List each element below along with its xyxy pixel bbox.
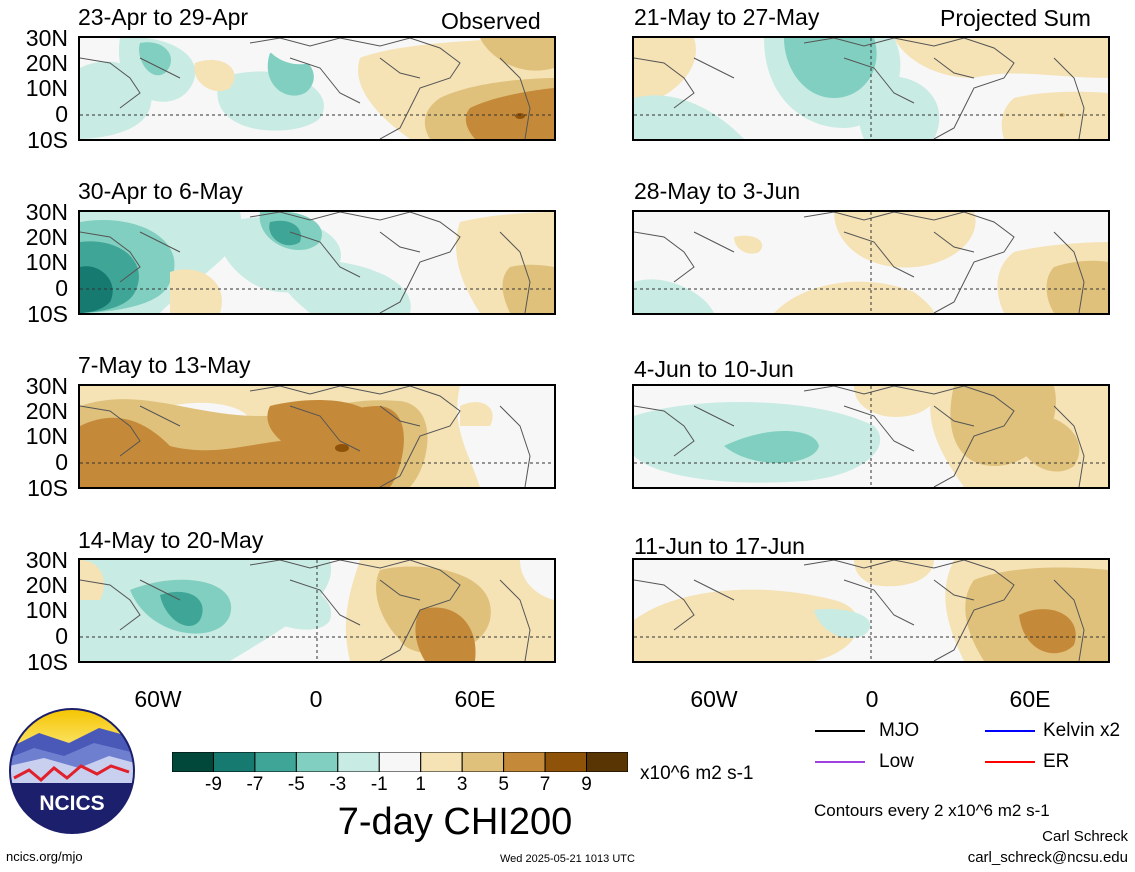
colorbar-tick-label: -9 bbox=[205, 774, 222, 795]
lat-label: 0 bbox=[55, 623, 68, 649]
timestamp: Wed 2025-05-21 1013 UTC bbox=[500, 853, 635, 865]
colorbar-swatch bbox=[212, 751, 256, 773]
projected-sum-label: Projected Sum bbox=[940, 5, 1091, 31]
lat-label: 0 bbox=[55, 275, 68, 301]
lat-label: 10N bbox=[25, 249, 68, 275]
lat-label: 30N bbox=[25, 373, 68, 399]
map-panel-right-1 bbox=[632, 36, 1110, 141]
colorbar-tick-label: 1 bbox=[415, 774, 426, 795]
colorbar-swatch bbox=[461, 751, 505, 773]
lat-label: 10N bbox=[25, 423, 68, 449]
lat-label: 10S bbox=[27, 301, 68, 327]
panel-title: 21-May to 27-May bbox=[634, 4, 820, 30]
email: carl_schreck@ncsu.edu bbox=[967, 849, 1128, 866]
lat-label: 0 bbox=[55, 101, 68, 127]
colorbar-swatch bbox=[420, 751, 463, 773]
lat-label: 30N bbox=[25, 25, 68, 51]
observed-label: Observed bbox=[441, 8, 541, 34]
lat-label: 0 bbox=[55, 449, 68, 475]
contour-note: Contours every 2 x10^6 m2 s-1 bbox=[814, 801, 1050, 820]
lat-label: 20N bbox=[25, 398, 68, 424]
lat-label: 10S bbox=[27, 649, 68, 675]
colorbar-swatch bbox=[295, 751, 339, 773]
lon-label: 60E bbox=[454, 686, 496, 712]
variable-title-text: 7-day CHI200 bbox=[337, 801, 573, 843]
colorbar-ticks: -9 -7 -5 -3 -1 1 3 5 7 9 bbox=[172, 774, 628, 798]
lon-label: 60W bbox=[690, 686, 738, 712]
panel-title: 30-Apr to 6-May bbox=[78, 178, 243, 204]
units-label: x10^6 m2 s-1 bbox=[640, 763, 754, 784]
map-panel-left-2 bbox=[78, 210, 556, 315]
colorbar-tick-label: -3 bbox=[329, 774, 347, 795]
lat-label: 30N bbox=[25, 547, 68, 573]
map-panel-right-2 bbox=[632, 210, 1110, 315]
lon-label: 0 bbox=[309, 686, 323, 712]
colorbar-tick-label: 7 bbox=[539, 774, 551, 795]
author: Carl Schreck bbox=[1042, 828, 1128, 845]
lat-label: 20N bbox=[25, 224, 68, 250]
panel-title: 23-Apr to 29-Apr bbox=[78, 4, 249, 30]
er-line-swatch bbox=[985, 761, 1035, 763]
lat-label: 10N bbox=[25, 597, 68, 623]
panel-title: 28-May to 3-Jun bbox=[634, 178, 801, 204]
ncics-logo: NCICS bbox=[9, 708, 135, 834]
mjo-line-swatch bbox=[815, 730, 865, 732]
panel-title: 11-Jun to 17-Jun bbox=[634, 533, 805, 559]
lat-label: 30N bbox=[25, 199, 68, 225]
panel-title: 7-May to 13-May bbox=[78, 352, 251, 378]
lat-label: 20N bbox=[25, 572, 68, 598]
lat-label: 10S bbox=[27, 475, 68, 501]
lat-label: 20N bbox=[25, 50, 68, 76]
colorbar-swatch bbox=[544, 751, 588, 773]
lat-label: 10S bbox=[27, 127, 68, 153]
colorbar-swatch bbox=[503, 751, 546, 773]
low-line-swatch bbox=[815, 761, 865, 763]
colorbar-tick-label: 9 bbox=[581, 774, 592, 795]
colorbar-swatch bbox=[586, 751, 629, 773]
low-legend-label: Low bbox=[879, 751, 914, 772]
map-panel-right-4 bbox=[632, 558, 1110, 663]
variable-title: 7-day CHI200 bbox=[0, 800, 800, 844]
panel-title: 14-May to 20-May bbox=[78, 527, 264, 553]
mjo-legend-label: MJO bbox=[879, 720, 920, 741]
map-panel-right-3 bbox=[632, 384, 1110, 489]
colorbar-swatch bbox=[378, 751, 422, 773]
lon-label: 60W bbox=[134, 686, 182, 712]
colorbar-tick-label: -1 bbox=[370, 774, 388, 795]
colorbar-tick-label: 5 bbox=[498, 774, 509, 795]
colorbar-swatch bbox=[171, 751, 214, 773]
map-panel-left-4 bbox=[78, 558, 556, 663]
panel-title: 4-Jun to 10-Jun bbox=[634, 356, 794, 382]
map-panel-left-3 bbox=[78, 384, 556, 489]
lat-label: 10N bbox=[25, 75, 68, 101]
lon-label: 60E bbox=[1009, 686, 1051, 712]
colorbar bbox=[171, 751, 629, 773]
er-legend-label: ER bbox=[1043, 751, 1070, 772]
site-link[interactable]: ncics.org/mjo bbox=[6, 849, 83, 864]
logo-text: NCICS bbox=[39, 792, 104, 815]
colorbar-tick-label: -7 bbox=[246, 774, 264, 795]
lon-label: 0 bbox=[865, 686, 879, 712]
colorbar-tick-label: -5 bbox=[287, 774, 305, 795]
colorbar-swatch bbox=[337, 751, 380, 773]
map-panel-left-1 bbox=[78, 36, 556, 141]
kelvin-line-swatch bbox=[985, 730, 1035, 732]
kelvin-legend-label: Kelvin x2 bbox=[1043, 720, 1121, 741]
colorbar-tick-label: 3 bbox=[456, 774, 468, 795]
colorbar-swatch bbox=[254, 751, 297, 773]
